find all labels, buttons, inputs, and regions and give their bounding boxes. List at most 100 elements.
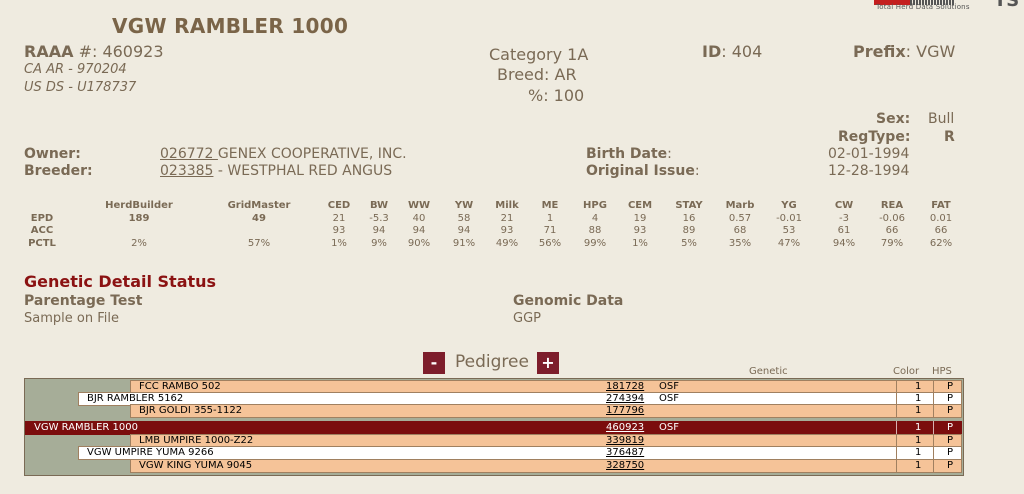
pedigree-hps: P <box>947 435 954 446</box>
alt-id-us: US DS - U178737 <box>24 80 137 95</box>
pedigree-genetic-code: OSF <box>659 393 679 404</box>
owner-name: GENEX COOPERATIVE, INC. <box>217 146 407 162</box>
pedigree-row[interactable]: BJR GOLDI 355-1122 177796 1 P <box>130 404 962 418</box>
pctl-value: 57% <box>247 238 271 249</box>
pedigree-hps: P <box>947 405 954 416</box>
epd-column-header: HPG <box>583 200 607 211</box>
epd-column-header: HerdBuilder <box>105 200 173 211</box>
brand-logo-area: Total Herd Data Solutions TS <box>874 0 1024 14</box>
epd-column-header: GridMaster <box>227 200 291 211</box>
category: Category 1A <box>489 45 589 64</box>
column-divider <box>896 434 897 447</box>
pctl-value: 99% <box>583 238 607 249</box>
breeder-code-link[interactable]: 023385 <box>160 163 214 179</box>
prefix-label: Prefix <box>853 42 906 61</box>
pedigree-animal-name: VGW RAMBLER 1000 <box>34 422 138 433</box>
epd-value: 40 <box>412 213 426 224</box>
epd-value: 189 <box>128 213 150 224</box>
acc-value: 94 <box>457 225 471 236</box>
pedigree-reg-link[interactable]: 274394 <box>606 393 645 404</box>
epd-column-header: Marb <box>725 200 755 211</box>
pedigree-label: Pedigree <box>455 352 529 372</box>
epd-column-header: YW <box>454 200 474 211</box>
breeder-value: 023385 - WESTPHAL RED ANGUS <box>160 163 392 179</box>
pedigree-genetic-code: OSF <box>659 381 679 392</box>
acc-value: 53 <box>782 225 796 236</box>
pctl-value: 9% <box>371 238 387 249</box>
pedigree-collapse-button[interactable]: - <box>423 352 445 374</box>
epd-column-header: WW <box>407 200 431 211</box>
owner-label: Owner: <box>24 146 81 162</box>
epd-value: 21 <box>500 213 514 224</box>
epd-value: 0.01 <box>929 213 953 224</box>
pedigree-color: 1 <box>915 381 922 392</box>
acc-value: 66 <box>934 225 948 236</box>
alt-id-ca: CA AR - 970204 <box>24 62 127 77</box>
column-divider <box>896 459 897 472</box>
reg-prefix-label: RAAA <box>24 42 74 61</box>
acc-value: 66 <box>885 225 899 236</box>
column-divider <box>896 392 897 405</box>
pedigree-row[interactable]: VGW UMPIRE YUMA 9266 376487 1 P <box>78 446 962 460</box>
acc-value: 94 <box>412 225 426 236</box>
pctl-value: 62% <box>929 238 953 249</box>
column-divider <box>933 446 934 459</box>
epd-value: -3 <box>839 213 849 224</box>
owner-code-link[interactable]: 026772 <box>160 146 218 162</box>
pctl-value: 1% <box>331 238 347 249</box>
birth-date-line: Birth Date: <box>586 146 672 162</box>
epd-value: 16 <box>682 213 696 224</box>
parentage-test-label: Parentage Test <box>24 293 143 309</box>
original-issue-line: Original Issue: <box>586 163 700 179</box>
regtype-value: R <box>944 129 955 145</box>
pedigree-reg-link[interactable]: 376487 <box>606 447 645 458</box>
pctl-value: 5% <box>681 238 697 249</box>
birth-date-colon: : <box>667 146 672 162</box>
breeder-label: Breeder: <box>24 163 93 179</box>
pedigree-color: 1 <box>915 393 922 404</box>
acc-value: 88 <box>588 225 602 236</box>
epd-value: 19 <box>633 213 647 224</box>
pedigree-expand-button[interactable]: + <box>537 352 559 374</box>
acc-row-label: ACC <box>30 225 54 236</box>
epd-row-label: EPD <box>30 213 54 224</box>
acc-value: 93 <box>633 225 647 236</box>
pedigree-animal-name: VGW UMPIRE YUMA 9266 <box>87 447 214 458</box>
pedigree-row[interactable]: VGW KING YUMA 9045 328750 1 P <box>130 459 962 473</box>
acc-value: 68 <box>733 225 747 236</box>
epd-column-header: CEM <box>627 200 653 211</box>
pedigree-reg-link[interactable]: 181728 <box>606 381 645 392</box>
pctl-value: 35% <box>728 238 752 249</box>
pedigree-reg-link[interactable]: 177796 <box>606 405 645 416</box>
birth-date-value: 02-01-1994 <box>828 146 910 162</box>
sex-value: Bull <box>928 111 955 127</box>
percent: %: 100 <box>528 86 585 105</box>
acc-value: 93 <box>332 225 346 236</box>
epd-value: 49 <box>252 213 266 224</box>
pedigree-color: 1 <box>915 460 922 471</box>
pctl-value: 47% <box>777 238 801 249</box>
id-value: : 404 <box>721 42 763 61</box>
color-header: Color <box>893 366 920 377</box>
parentage-test-value: Sample on File <box>24 311 119 326</box>
original-issue-colon: : <box>694 163 700 179</box>
pedigree-reg-link[interactable]: 339819 <box>606 435 645 446</box>
epd-column-header: FAT <box>931 200 951 211</box>
pedigree-reg-link[interactable]: 460923 <box>606 422 645 433</box>
id-line: ID: 404 <box>702 42 762 61</box>
genetic-header: Genetic <box>749 366 788 377</box>
id-label: ID <box>702 42 722 61</box>
brand-logo-text: TS <box>994 0 1020 11</box>
pedigree-table: FCC RAMBO 502 181728 OSF 1 P BJR RAMBLER 5162… <box>24 378 964 476</box>
epd-column-header: STAY <box>675 200 703 211</box>
column-divider <box>896 421 897 434</box>
pedigree-color: 1 <box>915 447 922 458</box>
column-divider <box>896 446 897 459</box>
epd-column-header: CW <box>834 200 854 211</box>
acc-value: 61 <box>837 225 851 236</box>
acc-value: 89 <box>682 225 696 236</box>
pedigree-reg-link[interactable]: 328750 <box>606 460 645 471</box>
pctl-row-label: PCTL <box>28 238 56 249</box>
pedigree-animal-name: LMB UMPIRE 1000-Z22 <box>139 435 254 446</box>
pedigree-row[interactable]: VGW RAMBLER 1000 460923 OSF 1 P <box>25 421 962 435</box>
